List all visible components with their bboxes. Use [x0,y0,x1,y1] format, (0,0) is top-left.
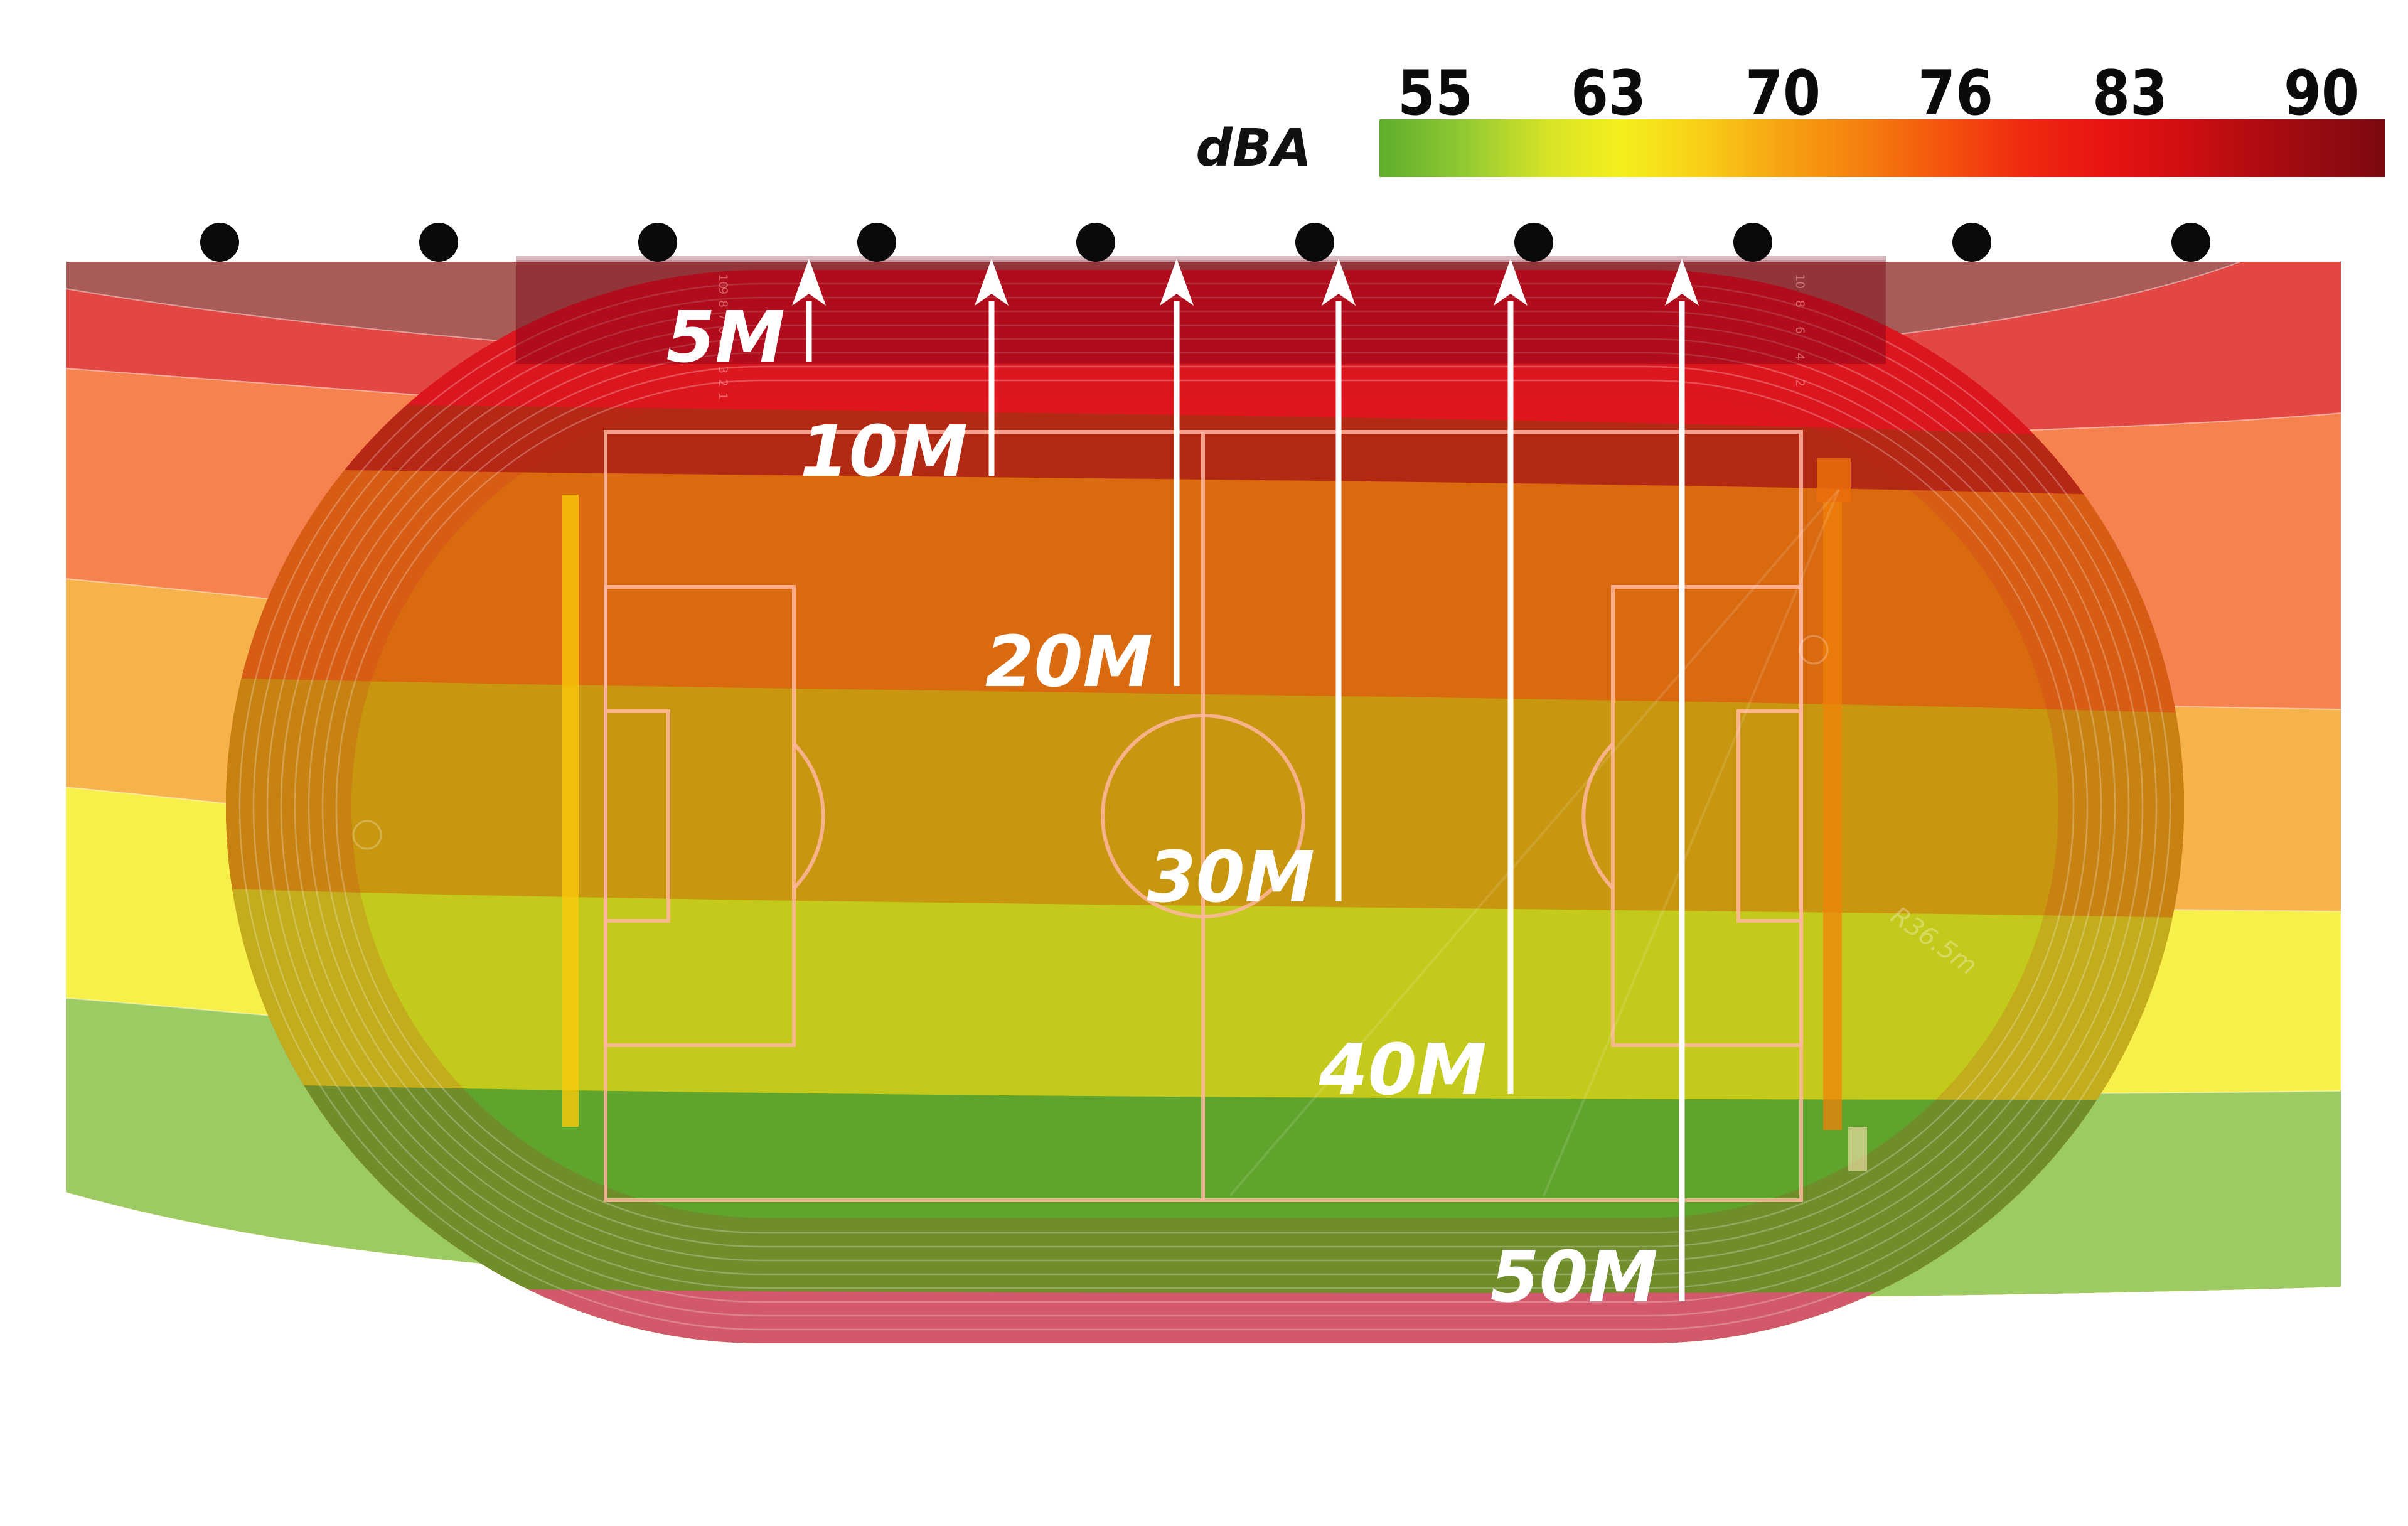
lane-number: 1 [716,392,730,400]
stratum-55-63 [226,1083,2184,1343]
lane-number: 4 [716,353,730,360]
speaker-dot [1952,223,1991,262]
throw-circle-left [352,820,382,850]
runway-right [1823,502,1842,1130]
penalty-arc-left [792,742,825,890]
lane-number: 6 [1793,326,1807,334]
runway-right-pad [1848,1127,1867,1171]
legend-tick-90: 90 [2284,57,2359,129]
goal-box-left [604,709,670,923]
speaker-dot [1076,223,1115,262]
arrow-head-50m [1665,259,1699,306]
grandstand-overlay [516,256,1886,364]
lane-number: 10 [716,274,730,289]
penalty-arc-right [1581,742,1615,890]
legend: dBA 55 63 70 76 83 90 [1196,57,2385,178]
speaker-dot [419,223,458,262]
marker-label-5m: 5M [666,297,785,379]
arrow-head-5m [792,259,826,306]
speaker-dot [1514,223,1553,262]
sector-line [1543,489,1840,1196]
marker-label-10m: 10M [800,411,968,493]
legend-tick-70: 70 [1745,57,1821,129]
lane-number: 6 [716,326,730,334]
lane-number: 7 [716,313,730,321]
speaker-dot [857,223,896,262]
legend-tick-55: 55 [1398,57,1473,129]
lane-number: 2 [716,379,730,387]
track-lane-numbers-right: 10 8 6 4 2 [1793,274,1807,387]
legend-tick-76: 76 [1918,57,1993,129]
arrow-head-10m [975,259,1009,306]
stadium: R36.5m [226,270,2184,1343]
marker-label-40m: 40M [1319,1029,1487,1111]
speaker-dot [2171,223,2210,262]
lane-number: 8 [1793,300,1807,308]
lane-number: 2 [1793,379,1807,387]
stratum-track-pink [226,1286,2184,1343]
lane-number: 3 [716,366,730,373]
arrow-head-20m [1160,259,1194,306]
soccer-pitch [604,430,1803,1202]
distance-markers: 5M 10M 20M 30M 40M 50M [666,259,1699,1318]
runway-left [562,495,579,1127]
goal-box-right [1736,709,1803,923]
throw-circle-right [1799,635,1829,665]
speaker-dot [200,223,239,262]
lane-number: 9 [716,287,730,294]
track-lane-numbers-left: 10 9 8 7 6 5 4 3 2 1 [716,274,730,400]
center-circle [1101,714,1305,918]
marker-label-20m: 20M [985,621,1153,703]
lane-number: 10 [1793,274,1807,289]
grandstand-roof-edge [516,256,1886,260]
lane-number: 5 [716,340,730,347]
marker-label-30m: 30M [1147,837,1315,918]
speaker-dot [638,223,677,262]
legend-unit-label: dBA [1196,119,1312,178]
legend-gradient-bar [1379,119,2385,177]
lane-number: 4 [1793,353,1807,360]
legend-tick-63: 63 [1571,57,1646,129]
track-lane-line [266,310,2144,1303]
track-lane-line [252,296,2158,1317]
track-lane-line [308,352,2102,1262]
track-lane-line [321,365,2089,1248]
speaker-dots [200,223,2210,262]
arrow-head-40m [1494,259,1528,306]
runway-right-cap [1817,458,1851,502]
marker-label-50m: 50M [1490,1237,1658,1318]
arrow-head-30m [1322,259,1356,306]
sector-line [1229,488,1840,1197]
lane-number: 8 [716,300,730,308]
track-lane-line [294,338,2116,1276]
track-lane-line [238,282,2171,1331]
track-lane-line [335,379,2075,1234]
speaker-dot [1733,223,1772,262]
speaker-dot [1295,223,1334,262]
legend-tick-83: 83 [2092,57,2168,129]
track-lane-line [280,324,2130,1289]
